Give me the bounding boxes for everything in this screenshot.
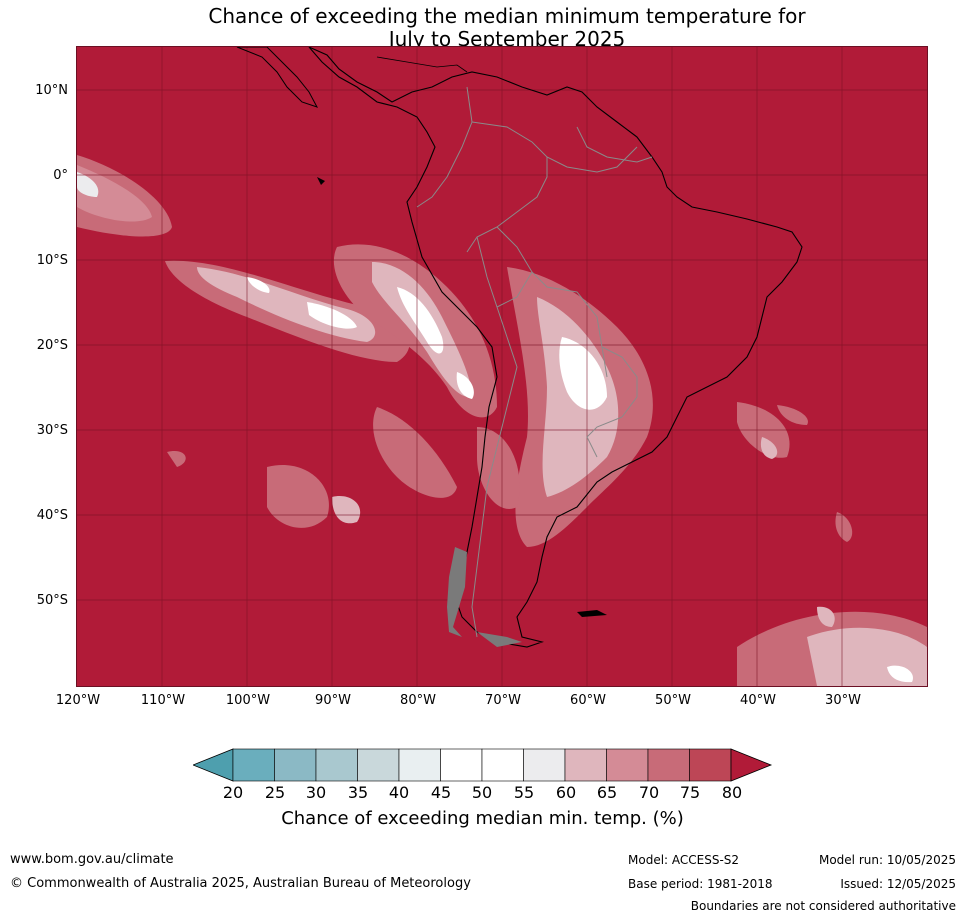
colorbar-cell xyxy=(315,748,358,782)
colorbar-tick-45: 45 xyxy=(430,783,452,802)
colorbar-tick-50: 50 xyxy=(471,783,493,802)
issued-date: Issued: 12/05/2025 xyxy=(840,877,956,891)
probability-contours xyxy=(77,155,927,686)
colorbar-cell xyxy=(689,748,732,782)
colorbar-tick-30: 30 xyxy=(305,783,327,802)
lon-tick-90w: 90°W xyxy=(315,693,351,708)
colorbar-extend-low xyxy=(193,748,234,782)
colorbar-cell xyxy=(523,748,566,782)
colorbar-cell xyxy=(398,748,441,782)
country-borders xyxy=(416,86,653,638)
colorbar xyxy=(193,748,773,782)
colorbar-extend-high xyxy=(730,748,773,782)
galapagos-islands xyxy=(317,177,325,185)
colorbar-tick-65: 65 xyxy=(596,783,618,802)
lon-tick-50w: 50°W xyxy=(655,693,691,708)
lat-tick-50s: 50°S xyxy=(36,593,68,608)
colorbar-cell xyxy=(564,748,607,782)
lon-tick-70w: 70°W xyxy=(485,693,521,708)
base-period: Base period: 1981-2018 xyxy=(628,877,773,891)
lat-tick-10s: 10°S xyxy=(36,253,68,268)
colorbar-tick-70: 70 xyxy=(638,783,660,802)
copyright-text: © Commonwealth of Australia 2025, Austra… xyxy=(10,876,471,891)
colorbar-tick-80: 80 xyxy=(721,783,743,802)
colorbar-tick-40: 40 xyxy=(388,783,410,802)
colorbar-cell xyxy=(232,748,275,782)
central-america-coastline xyxy=(236,47,319,108)
colorbar-cell xyxy=(481,748,524,782)
colorbar-tick-55: 55 xyxy=(513,783,535,802)
lon-tick-30w: 30°W xyxy=(825,693,861,708)
lon-tick-40w: 40°W xyxy=(740,693,776,708)
lat-tick-30s: 30°S xyxy=(36,423,68,438)
chart-title-line-2: July to September 2025 xyxy=(388,27,626,51)
lon-tick-120w: 120°W xyxy=(55,693,101,708)
colorbar-cell xyxy=(440,748,483,782)
colorbar-tick-35: 35 xyxy=(347,783,369,802)
colorbar-cell xyxy=(357,748,400,782)
model-run-date: Model run: 10/05/2025 xyxy=(818,853,956,867)
lon-tick-60w: 60°W xyxy=(570,693,606,708)
lat-tick-20s: 20°S xyxy=(36,338,68,353)
lon-tick-100w: 100°W xyxy=(225,693,271,708)
southern-archipelago xyxy=(447,547,522,647)
south-america-coastline xyxy=(308,47,803,648)
falkland-islands xyxy=(577,610,607,617)
boundaries-disclaimer: Boundaries are not considered authoritat… xyxy=(690,899,956,913)
colorbar-cell xyxy=(606,748,649,782)
map-canvas xyxy=(77,47,927,686)
model-name: Model: ACCESS-S2 xyxy=(628,853,740,867)
lat-tick-0: 0° xyxy=(53,168,68,183)
colorbar-tick-25: 25 xyxy=(264,783,286,802)
chart-title-line-1: Chance of exceeding the median minimum t… xyxy=(208,4,806,28)
map-panel xyxy=(76,46,928,687)
graticule xyxy=(77,47,927,686)
colorbar-title: Chance of exceeding median min. temp. (%… xyxy=(281,808,684,829)
colorbar-tick-60: 60 xyxy=(555,783,577,802)
lon-tick-80w: 80°W xyxy=(400,693,436,708)
colorbar-tick-20: 20 xyxy=(222,783,244,802)
caribbean-islands xyxy=(376,56,468,73)
website-link[interactable]: www.bom.gov.au/climate xyxy=(10,852,174,867)
colorbar-cell xyxy=(274,748,317,782)
lat-tick-40s: 40°S xyxy=(36,508,68,523)
colorbar-tick-75: 75 xyxy=(679,783,701,802)
lon-tick-110w: 110°W xyxy=(140,693,186,708)
lat-tick-10n: 10°N xyxy=(35,83,68,98)
colorbar-cell xyxy=(647,748,690,782)
